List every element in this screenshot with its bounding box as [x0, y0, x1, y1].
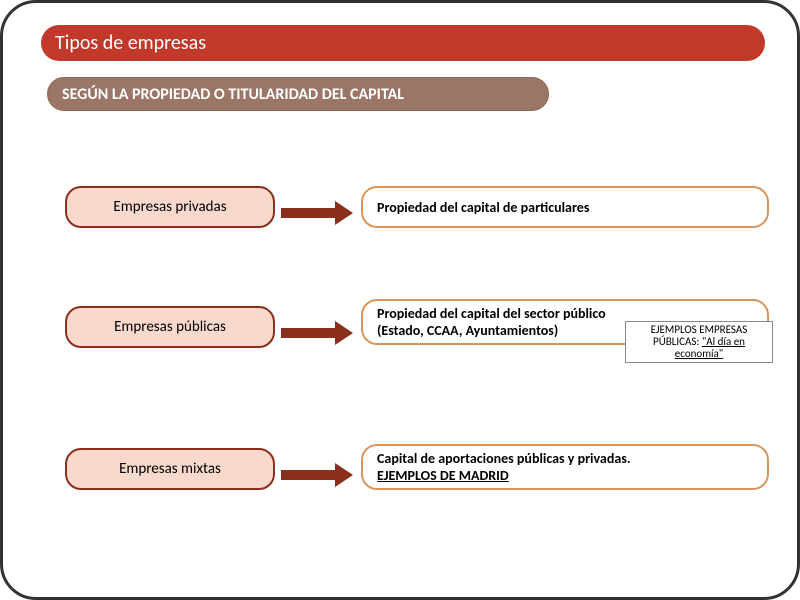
- type-label: Empresas privadas: [113, 198, 226, 216]
- type-label: Empresas mixtas: [119, 460, 221, 478]
- type-box-mixtas: Empresas mixtas: [65, 448, 275, 490]
- arrow-icon: [281, 321, 353, 345]
- example-callout: EJEMPLOS EMPRESAS PÚBLICAS: "Al día en e…: [625, 321, 773, 363]
- arrow-line: [281, 470, 335, 480]
- type-box-privadas: Empresas privadas: [65, 186, 275, 228]
- arrow-head-icon: [335, 463, 353, 487]
- slide-frame: Tipos de empresas SEGÚN LA PROPIEDAD O T…: [0, 0, 800, 600]
- arrow-head-icon: [335, 321, 353, 345]
- desc-box-privadas: Propiedad del capital de particulares: [361, 186, 769, 228]
- subtitle-text: SEGÚN LA PROPIEDAD O TITULARIDAD DEL CAP…: [62, 85, 404, 104]
- arrow-line: [281, 328, 335, 338]
- desc-box-mixtas: Capital de aportaciones públicas y priva…: [361, 444, 769, 490]
- title-text: Tipos de empresas: [55, 31, 206, 55]
- desc-text: Capital de aportaciones públicas y priva…: [377, 450, 753, 467]
- type-label: Empresas públicas: [114, 318, 226, 336]
- arrow-icon: [281, 463, 353, 487]
- type-box-publicas: Empresas públicas: [65, 306, 275, 348]
- desc-text: Propiedad del capital de particulares: [377, 199, 753, 216]
- desc-link-madrid[interactable]: EJEMPLOS DE MADRID: [377, 467, 753, 484]
- subtitle-bar: SEGÚN LA PROPIEDAD O TITULARIDAD DEL CAP…: [47, 77, 549, 111]
- title-bar: Tipos de empresas: [41, 25, 765, 61]
- arrow-icon: [281, 201, 353, 225]
- arrow-head-icon: [335, 201, 353, 225]
- arrow-line: [281, 208, 335, 218]
